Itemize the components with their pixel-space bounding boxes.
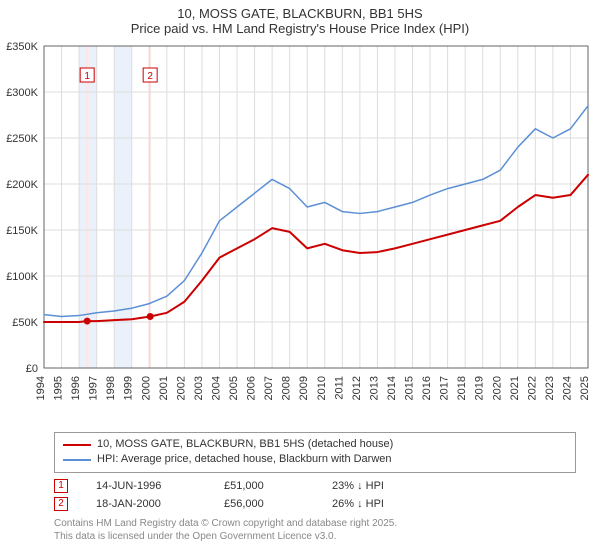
legend-swatch	[63, 459, 91, 461]
legend-label: HPI: Average price, detached house, Blac…	[97, 452, 392, 467]
transaction-date: 14-JUN-1996	[96, 480, 196, 492]
x-tick-label: 1996	[70, 376, 82, 400]
price-marker-dot	[84, 318, 91, 325]
x-tick-label: 2006	[246, 376, 258, 400]
x-tick-label: 2023	[544, 376, 556, 400]
x-tick-label: 2025	[579, 376, 591, 400]
x-tick-label: 2020	[491, 376, 503, 400]
x-tick-label: 1999	[123, 376, 135, 400]
x-tick-label: 2019	[474, 376, 486, 400]
x-tick-label: 1998	[105, 376, 117, 400]
legend: 10, MOSS GATE, BLACKBURN, BB1 5HS (detac…	[54, 432, 576, 473]
x-tick-label: 2021	[509, 376, 521, 400]
x-tick-label: 2011	[333, 376, 345, 400]
transaction-price: £56,000	[224, 498, 304, 510]
price-marker-number: 2	[147, 71, 153, 82]
transaction-date: 18-JAN-2000	[96, 498, 196, 510]
legend-item: HPI: Average price, detached house, Blac…	[63, 452, 567, 467]
transaction-delta-vs-hpi: 26% ↓ HPI	[332, 498, 432, 510]
x-tick-label: 2007	[263, 376, 275, 400]
x-tick-label: 1994	[35, 376, 47, 400]
footer-line1: Contains HM Land Registry data © Crown c…	[54, 517, 576, 530]
legend-swatch	[63, 444, 91, 446]
x-tick-label: 2018	[456, 376, 468, 400]
x-tick-label: 1997	[88, 376, 100, 400]
footer-line2: This data is licensed under the Open Gov…	[54, 530, 576, 543]
chart-title-block: 10, MOSS GATE, BLACKBURN, BB1 5HS Price …	[0, 0, 600, 38]
x-tick-label: 2008	[281, 376, 293, 400]
x-tick-label: 2010	[316, 376, 328, 400]
y-tick-label: £200K	[6, 179, 38, 191]
y-tick-label: £100K	[6, 271, 38, 283]
x-tick-label: 2014	[386, 376, 398, 400]
transaction-price: £51,000	[224, 480, 304, 492]
x-tick-label: 2000	[140, 376, 152, 400]
transaction-row: 1 14-JUN-1996 £51,000 23% ↓ HPI	[54, 477, 576, 495]
x-tick-label: 2013	[368, 376, 380, 400]
footer-attribution: Contains HM Land Registry data © Crown c…	[54, 517, 576, 543]
x-tick-label: 2015	[404, 376, 416, 400]
x-tick-label: 2016	[421, 376, 433, 400]
chart-title-line1: 10, MOSS GATE, BLACKBURN, BB1 5HS	[10, 6, 590, 21]
y-tick-label: £0	[26, 363, 38, 375]
line-chart-svg: £0 £50K £100K £150K £200K £250K £300K £350K 1994…	[0, 38, 600, 428]
x-tick-label: 2005	[228, 376, 240, 400]
chart-title-line2: Price paid vs. HM Land Registry's House …	[10, 21, 590, 36]
y-tick-label: £250K	[6, 133, 38, 145]
x-tick-label: 2012	[351, 376, 363, 400]
x-tick-label: 2024	[561, 376, 573, 400]
legend-label: 10, MOSS GATE, BLACKBURN, BB1 5HS (detac…	[97, 437, 393, 452]
transaction-marker: 2	[54, 497, 68, 511]
x-tick-label: 2017	[439, 376, 451, 400]
chart-area: £0 £50K £100K £150K £200K £250K £300K £350K 1994…	[0, 38, 600, 428]
y-tick-label: £50K	[12, 317, 38, 329]
x-tick-label: 2022	[526, 376, 538, 400]
transaction-delta-vs-hpi: 23% ↓ HPI	[332, 480, 432, 492]
y-tick-label: £300K	[6, 87, 38, 99]
price-marker-dot	[147, 313, 154, 320]
x-tick-label: 2003	[193, 376, 205, 400]
x-tick-label: 2009	[298, 376, 310, 400]
transaction-row: 2 18-JAN-2000 £56,000 26% ↓ HPI	[54, 495, 576, 513]
y-tick-label: £350K	[6, 41, 38, 53]
price-marker-number: 1	[84, 71, 90, 82]
x-tick-label: 2004	[210, 376, 222, 400]
x-tick-label: 2001	[158, 376, 170, 400]
x-tick-label: 2002	[175, 376, 187, 400]
transactions-table: 1 14-JUN-1996 £51,000 23% ↓ HPI 2 18-JAN-2000…	[54, 477, 576, 513]
y-tick-label: £150K	[6, 225, 38, 237]
x-tick-label: 1995	[53, 376, 65, 400]
legend-item: 10, MOSS GATE, BLACKBURN, BB1 5HS (detac…	[63, 437, 567, 452]
transaction-marker: 1	[54, 479, 68, 493]
